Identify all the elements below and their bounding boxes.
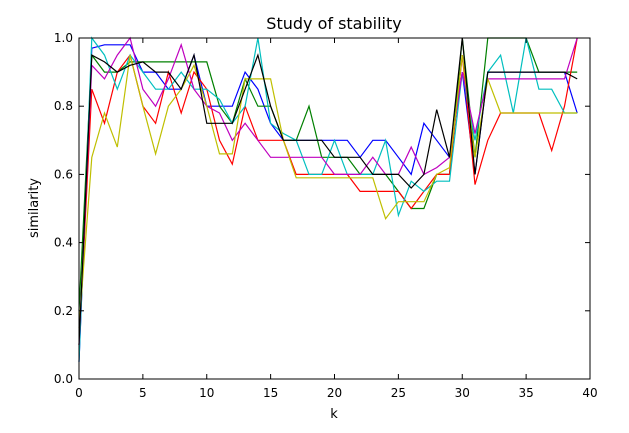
series-line-1 bbox=[78, 44, 578, 362]
y-axis-label: similarity bbox=[27, 178, 42, 238]
y-tick-label: 1.0 bbox=[54, 31, 73, 45]
series-line-6 bbox=[78, 54, 578, 328]
y-tick-label: 0.4 bbox=[54, 236, 73, 250]
y-tick-label: 0.2 bbox=[54, 304, 73, 318]
plot-area-frame bbox=[78, 37, 591, 380]
chart-title: Study of stability bbox=[266, 14, 401, 33]
x-tick-label: 0 bbox=[75, 386, 83, 400]
x-tick-label: 5 bbox=[139, 386, 147, 400]
x-axis-ticks: 0 5 10 15 20 25 30 35 40 bbox=[75, 38, 598, 400]
y-tick-label: 0.6 bbox=[54, 167, 73, 181]
y-axis-ticks: 0.0 0.2 0.4 0.6 0.8 1.0 bbox=[54, 31, 590, 386]
x-tick-label: 30 bbox=[455, 386, 470, 400]
x-tick-label: 15 bbox=[263, 386, 278, 400]
x-tick-label: 25 bbox=[391, 386, 406, 400]
series-lines bbox=[78, 36, 578, 362]
x-axis-label: k bbox=[330, 407, 338, 422]
y-tick-label: 0.8 bbox=[54, 99, 73, 113]
series-line-5 bbox=[78, 36, 578, 345]
x-tick-label: 20 bbox=[327, 386, 342, 400]
series-line-3 bbox=[78, 37, 578, 345]
y-tick-label: 0.0 bbox=[54, 372, 73, 386]
series-line-4 bbox=[78, 36, 578, 362]
x-tick-label: 35 bbox=[518, 386, 533, 400]
series-line-7 bbox=[78, 37, 578, 345]
x-tick-label: 10 bbox=[199, 386, 214, 400]
x-tick-label: 40 bbox=[582, 386, 597, 400]
